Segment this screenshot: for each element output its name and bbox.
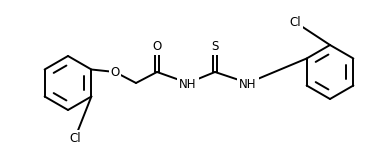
Text: Cl: Cl (69, 131, 81, 145)
Text: O: O (152, 40, 161, 54)
Text: NH: NH (239, 78, 257, 91)
Text: O: O (110, 66, 120, 79)
Text: NH: NH (179, 78, 197, 91)
Text: Cl: Cl (289, 15, 301, 28)
Text: S: S (211, 40, 219, 54)
